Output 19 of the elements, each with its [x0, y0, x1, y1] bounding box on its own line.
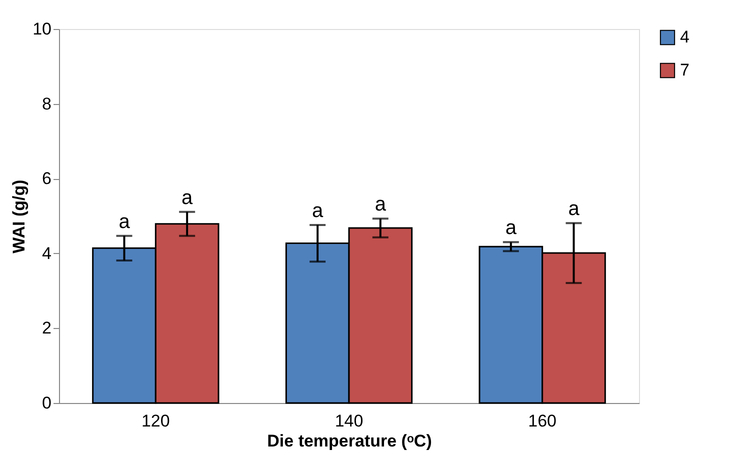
legend-label: 4 [680, 28, 690, 46]
y-tick-label: 10 [32, 20, 52, 38]
y-tick-label: 2 [42, 318, 52, 338]
y-tick-label: 0 [42, 394, 52, 412]
data-label: a [182, 186, 194, 209]
y-tick-label: 4 [42, 244, 52, 263]
data-label: a [374, 194, 387, 216]
y-tick-label: 8 [42, 94, 52, 114]
data-label: a [568, 198, 580, 220]
x-axis-title: Die temperature (ᵒC) [267, 432, 432, 450]
x-tick-label: 160 [528, 412, 557, 430]
x-tick-label: 120 [141, 412, 170, 430]
y-tick-label: 6 [42, 169, 52, 188]
data-label: a [118, 210, 131, 233]
y-axis-title: WAI (g/g) [10, 180, 29, 254]
data-label: a [312, 200, 324, 222]
legend-label: 7 [680, 60, 690, 80]
data-label: a [505, 217, 518, 240]
x-tick-label: 140 [334, 412, 364, 430]
